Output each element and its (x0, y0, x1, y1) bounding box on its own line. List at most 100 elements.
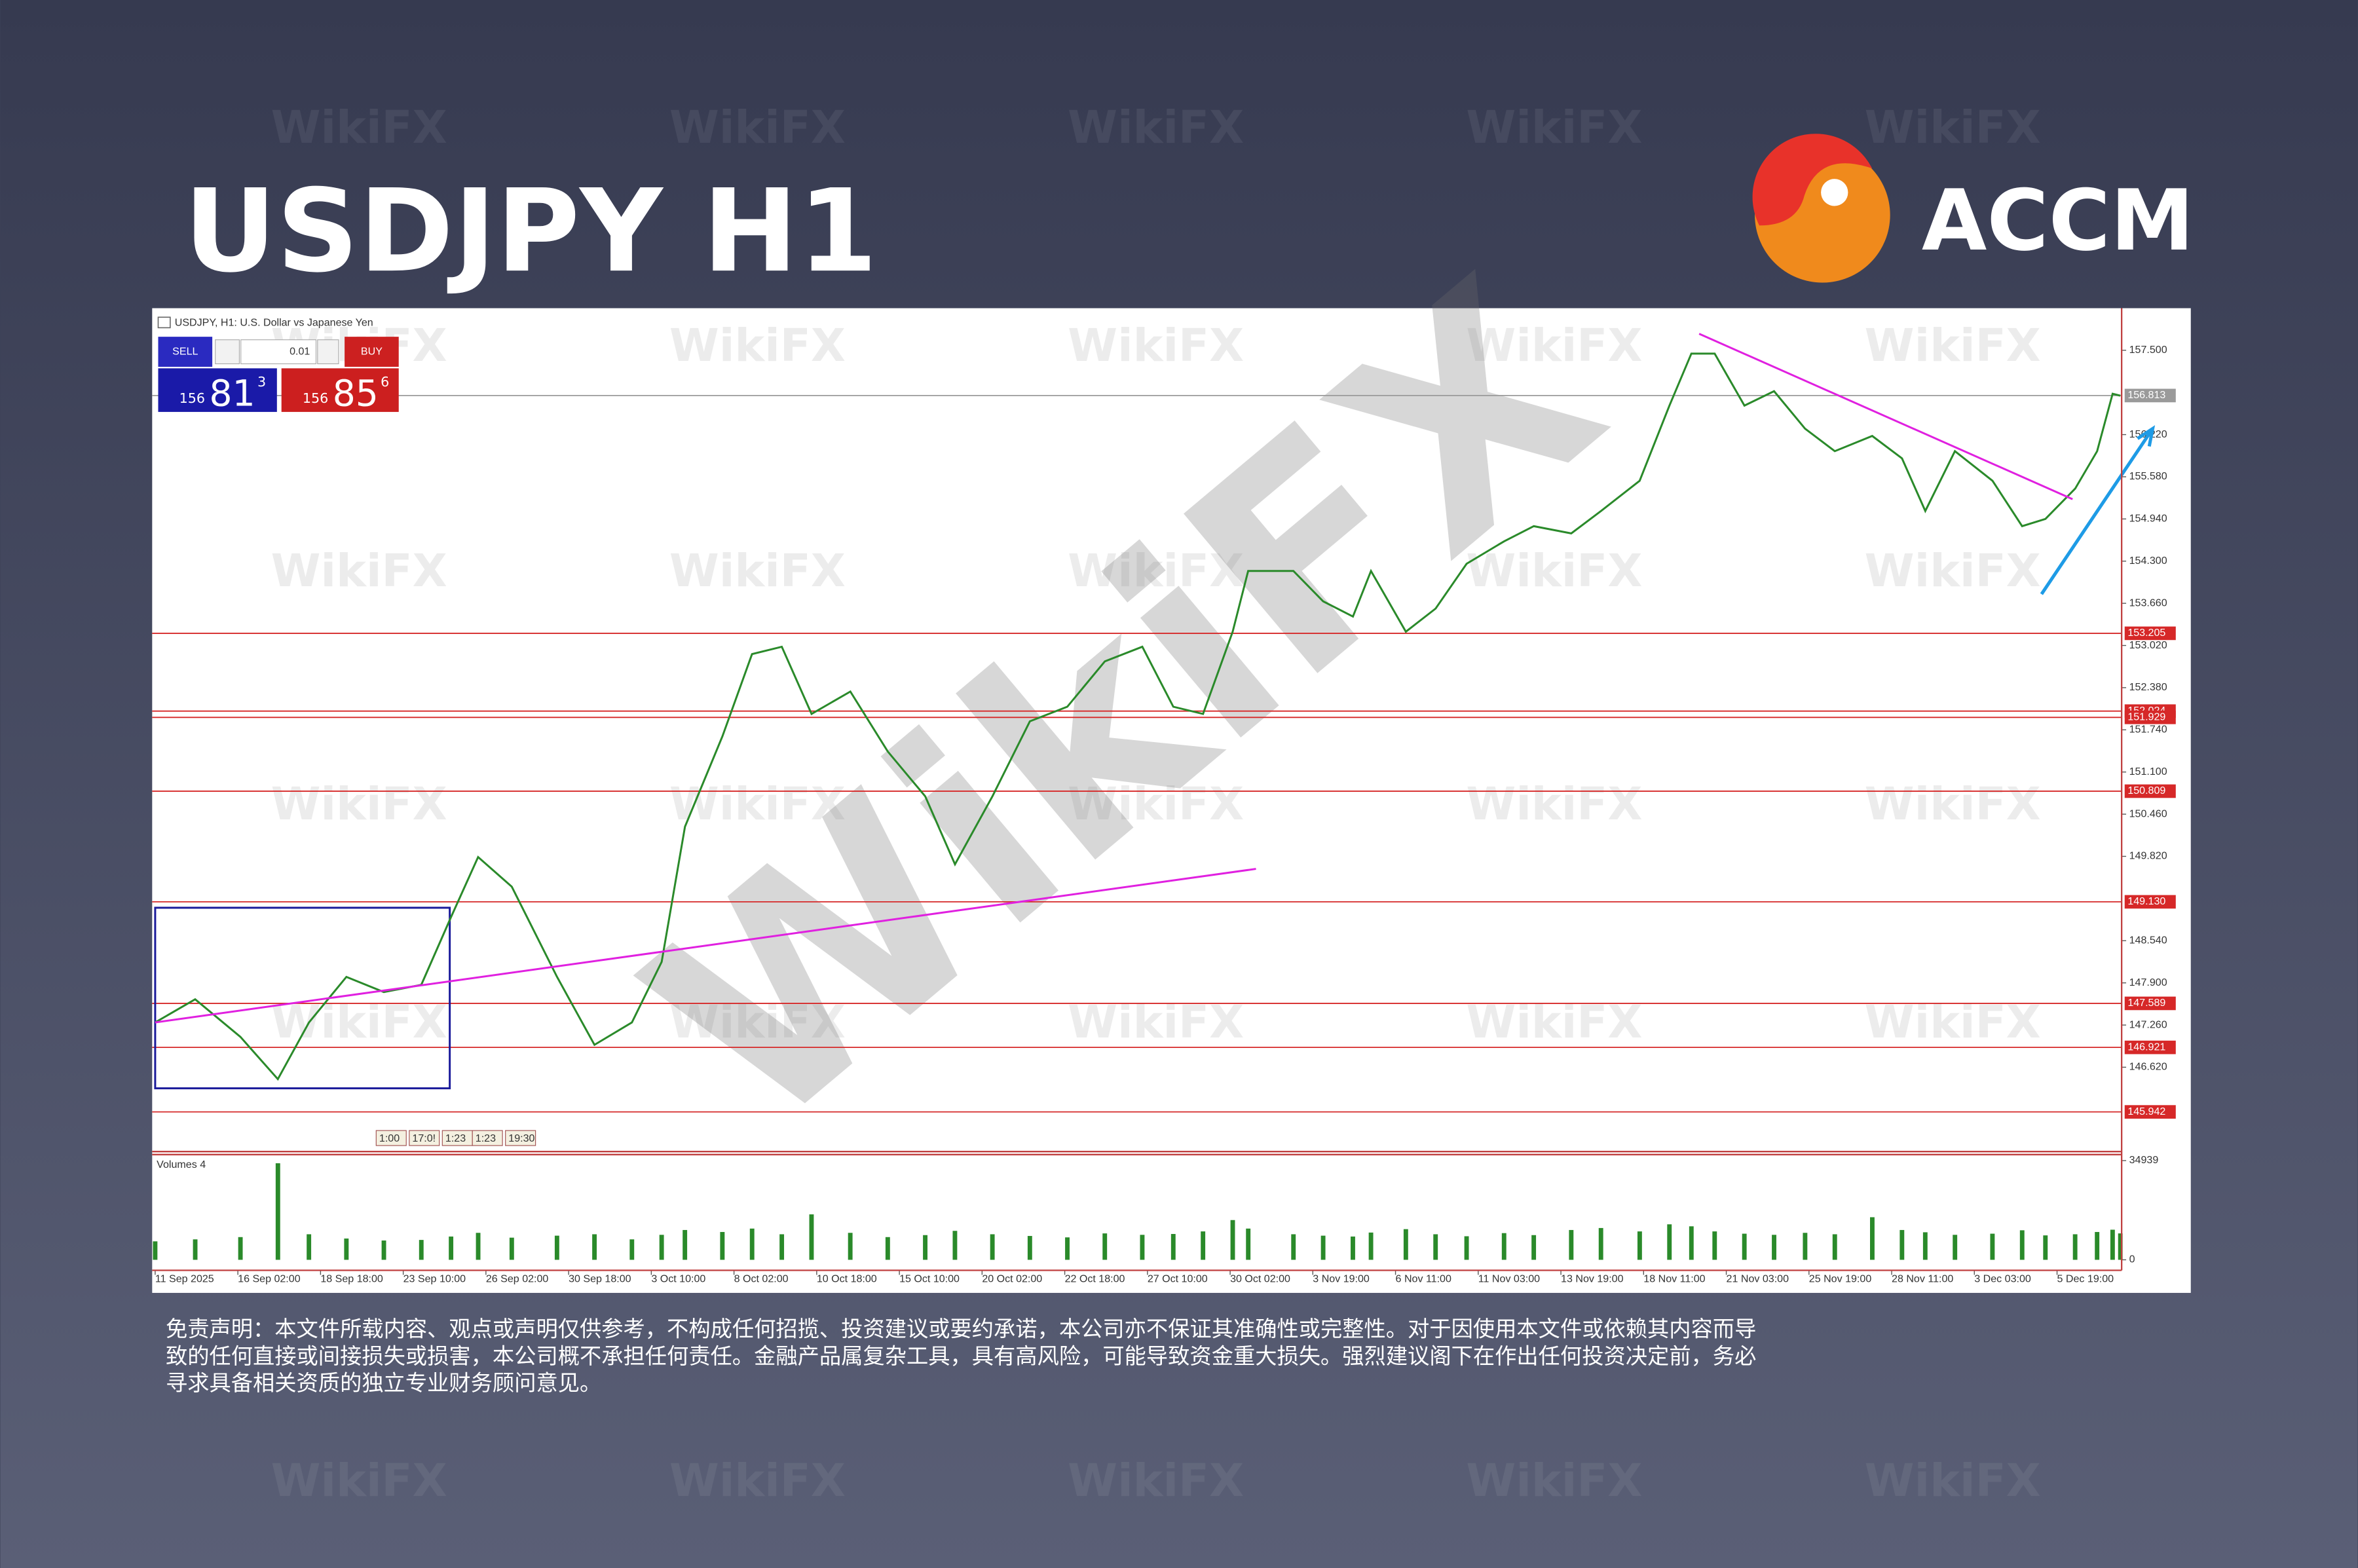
y-tick-label: 157.500 (2129, 344, 2167, 356)
volume-bar (779, 1234, 785, 1260)
y-tick-label: 153.660 (2129, 597, 2167, 608)
volume-bar (1900, 1229, 1905, 1260)
volume-bar (1803, 1233, 1808, 1260)
range-box (154, 906, 451, 1090)
buy-label: BUY (361, 345, 383, 357)
volume-bar (885, 1237, 890, 1260)
volume-bar (1464, 1236, 1469, 1260)
lot-input[interactable] (240, 339, 317, 365)
volume-bar (1433, 1234, 1438, 1260)
watermark: WikiFX (1068, 996, 1244, 1049)
volume-bar (1598, 1227, 1603, 1260)
x-tick-label: 11 Sep 2025 (155, 1273, 214, 1285)
watermark: WikiFX (1466, 778, 1642, 831)
volume-bar (1065, 1237, 1070, 1260)
volume-bar (1689, 1226, 1694, 1260)
sell-button[interactable] (158, 337, 213, 367)
y-tick-label: 155.580 (2129, 470, 2167, 482)
x-tick-label: 5 Dec 19:00 (2057, 1273, 2114, 1285)
x-tick-label: 3 Dec 03:00 (1974, 1273, 2031, 1285)
volume-bar (1291, 1234, 1296, 1260)
time-marker-box (409, 1130, 440, 1146)
watermark: WikiFX (1466, 1455, 1642, 1507)
volume-bar (1832, 1234, 1837, 1260)
logo-swoosh (1752, 134, 1873, 226)
volume-bar (749, 1228, 755, 1260)
watermark: WikiFX (1865, 320, 2041, 372)
price-line (155, 352, 2121, 1081)
volume-bar (2019, 1230, 2025, 1260)
volume-bar (381, 1240, 386, 1260)
time-marker: 19:30 (508, 1132, 534, 1144)
buy-button[interactable] (345, 337, 399, 367)
trade-panel: SELL 0.01 BUY 156 81 3 156 85 6 (158, 337, 399, 415)
volume-bar (1140, 1235, 1145, 1260)
volume-bar (683, 1229, 688, 1260)
level-tag (2124, 1040, 2176, 1055)
x-tick-label: 21 Nov 03:00 (1727, 1273, 1789, 1285)
volume-bar (1870, 1217, 1875, 1260)
volume-bar (952, 1231, 958, 1260)
arrow (2040, 425, 2156, 595)
chart-title: USDJPY, H1: U.S. Dollar vs Japanese Yen (175, 317, 373, 329)
level-label: 147.589 (2127, 997, 2165, 1009)
watermark: WikiFX (1865, 996, 2041, 1049)
volume-bar (1531, 1235, 1537, 1260)
watermark: WikiFX (1466, 545, 1642, 597)
disclaimer: 免责声明：本文件所载内容、观点或声明仅供参考，不构成任何招揽、投资建议或要约承诺… (166, 1316, 1756, 1396)
bid-box[interactable] (158, 368, 277, 412)
x-tick-label: 30 Sep 18:00 (569, 1273, 631, 1285)
current-price-label: 156.813 (2127, 389, 2165, 401)
volume-bar (419, 1240, 424, 1260)
trendline (155, 868, 1256, 1024)
volume-bar (923, 1235, 927, 1260)
ask-box[interactable] (281, 368, 399, 412)
level-tag (2124, 895, 2176, 909)
x-tick-label: 13 Nov 19:00 (1561, 1273, 1624, 1285)
bid-pips: 81 (210, 373, 255, 415)
watermark: WikiFX (1068, 545, 1244, 597)
x-tick-label: 6 Nov 11:00 (1396, 1273, 1451, 1285)
watermark: WikiFX (271, 102, 447, 154)
level-label: 145.942 (2127, 1106, 2165, 1117)
x-tick-label: 22 Oct 18:00 (1065, 1273, 1125, 1285)
ask-pips: 85 (333, 373, 379, 415)
volume-bar (2072, 1234, 2078, 1260)
x-tick-label: 3 Oct 10:00 (651, 1273, 705, 1285)
time-marker: 1:00 (379, 1132, 400, 1144)
watermark: WikiFX (271, 545, 447, 597)
disclaimer-line: 致的任何直接或间接损失或损害，本公司概不承担任何责任。金融产品属复杂工具，具有高… (166, 1343, 1756, 1369)
watermark: WikiFX (1865, 1455, 2041, 1507)
level-tag (2124, 626, 2176, 641)
volume-bar (2043, 1235, 2048, 1260)
ask-big: 156 (303, 390, 328, 406)
lot-value: 0.01 (290, 345, 310, 357)
volume-bar (1246, 1228, 1251, 1260)
x-tick-label: 8 Oct 02:00 (734, 1273, 789, 1285)
watermark: WikiFX (271, 1455, 447, 1507)
level-tag (2124, 1105, 2176, 1119)
lot-up[interactable] (317, 339, 339, 365)
watermark: WikiFX (1865, 545, 2041, 597)
volume-bar (476, 1233, 481, 1260)
x-tick-label: 20 Oct 02:00 (982, 1273, 1042, 1285)
y-tick-label: 154.940 (2129, 513, 2167, 525)
y-tick-label: 149.820 (2129, 850, 2167, 862)
time-marker: 1:23 (445, 1132, 466, 1144)
volume-bar (990, 1234, 995, 1260)
volume-bar (449, 1236, 454, 1260)
x-tick-label: 28 Nov 11:00 (1892, 1273, 1953, 1285)
x-tick-label: 15 Oct 10:00 (899, 1273, 960, 1285)
volume-tick-label: 0 (2129, 1254, 2135, 1265)
y-tick-label: 152.380 (2129, 681, 2167, 693)
lot-down[interactable] (215, 339, 240, 365)
bid-point: 3 (257, 374, 266, 390)
volume-label: Volumes 4 (157, 1159, 206, 1170)
volume-bar (1712, 1231, 1717, 1260)
volume-bar (659, 1235, 664, 1260)
watermark: WikiFX (1466, 996, 1642, 1049)
volume-bar (1368, 1232, 1374, 1260)
watermark: WikiFX (1068, 102, 1244, 154)
watermark: WikiFX (1466, 102, 1642, 154)
